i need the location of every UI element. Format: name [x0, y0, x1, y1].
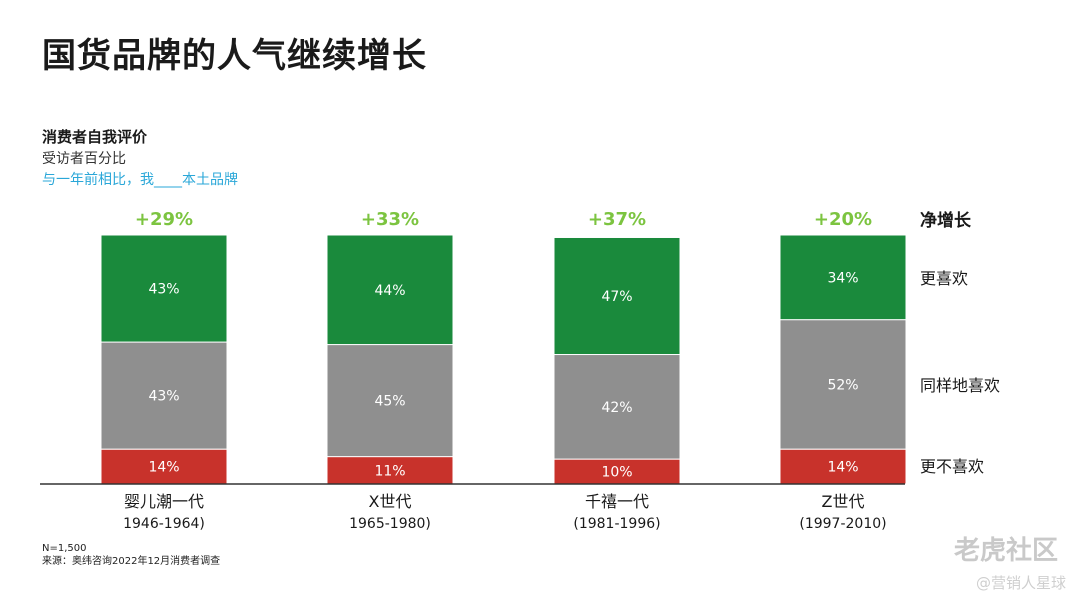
bar-value-label: 43%: [148, 389, 179, 405]
bar-segment-same: [779, 319, 907, 450]
category-label: 婴儿潮一代: [124, 492, 204, 511]
net-growth-label: +20%: [814, 209, 872, 230]
bar-segment-less: [100, 448, 228, 485]
bar-value-label: 43%: [148, 282, 179, 298]
bar-value-label: 14%: [827, 460, 858, 476]
bar-value-label: 14%: [148, 460, 179, 476]
bar-value-label: 34%: [827, 270, 858, 286]
category-label: 千禧一代: [585, 492, 649, 511]
bar-segment-same: [553, 354, 681, 460]
category-range-label: (1981-1996): [573, 516, 660, 532]
bar-value-label: 10%: [601, 465, 632, 481]
net-growth-header: 净增长: [920, 210, 972, 231]
category-range-label: 1965-1980): [349, 516, 431, 532]
chart-question: 与一年前相比，我____本土品牌: [42, 172, 238, 188]
category-label: Z世代: [822, 492, 865, 511]
bar-value-label: 44%: [374, 283, 405, 299]
bar-segment-same: [100, 341, 228, 450]
chart-unit-label: 受访者百分比: [42, 151, 126, 167]
legend-label: 更喜欢: [920, 269, 968, 288]
legend-label: 同样地喜欢: [920, 376, 1000, 395]
legend-label: 更不喜欢: [920, 457, 984, 476]
bar-segment-more: [553, 236, 681, 356]
bar-value-label: 11%: [374, 463, 405, 479]
net-growth-label: +33%: [361, 209, 419, 230]
bar-value-label: 45%: [374, 394, 405, 410]
bar-segment-more: [326, 234, 454, 346]
category-range-label: (1997-2010): [799, 516, 886, 532]
page-title: 国货品牌的人气继续增长: [42, 36, 427, 76]
notes: N=1,500 来源：奥纬咨询2022年12月消费者调查: [42, 542, 220, 568]
category-range-label: 1946-1964): [123, 516, 205, 532]
bar-segment-less: [779, 448, 907, 485]
watermark-main: 老虎社区: [953, 536, 1058, 566]
bar-segment-more: [100, 234, 228, 343]
category-label: X世代: [369, 492, 412, 511]
sample-size: N=1,500: [42, 543, 87, 554]
bar-value-label: 47%: [601, 289, 632, 305]
bar-segment-same: [326, 344, 454, 458]
source-note: 来源：奥纬咨询2022年12月消费者调查: [42, 556, 221, 567]
bar-value-label: 52%: [827, 377, 858, 393]
net-growth-label: +29%: [135, 209, 193, 230]
bar-segment-more: [779, 234, 907, 321]
bar-value-label: 42%: [601, 400, 632, 416]
chart-subtitle: 消费者自我评价: [42, 128, 148, 146]
net-growth-label: +37%: [588, 209, 646, 230]
watermark-sub: @营销人星球: [975, 574, 1066, 592]
